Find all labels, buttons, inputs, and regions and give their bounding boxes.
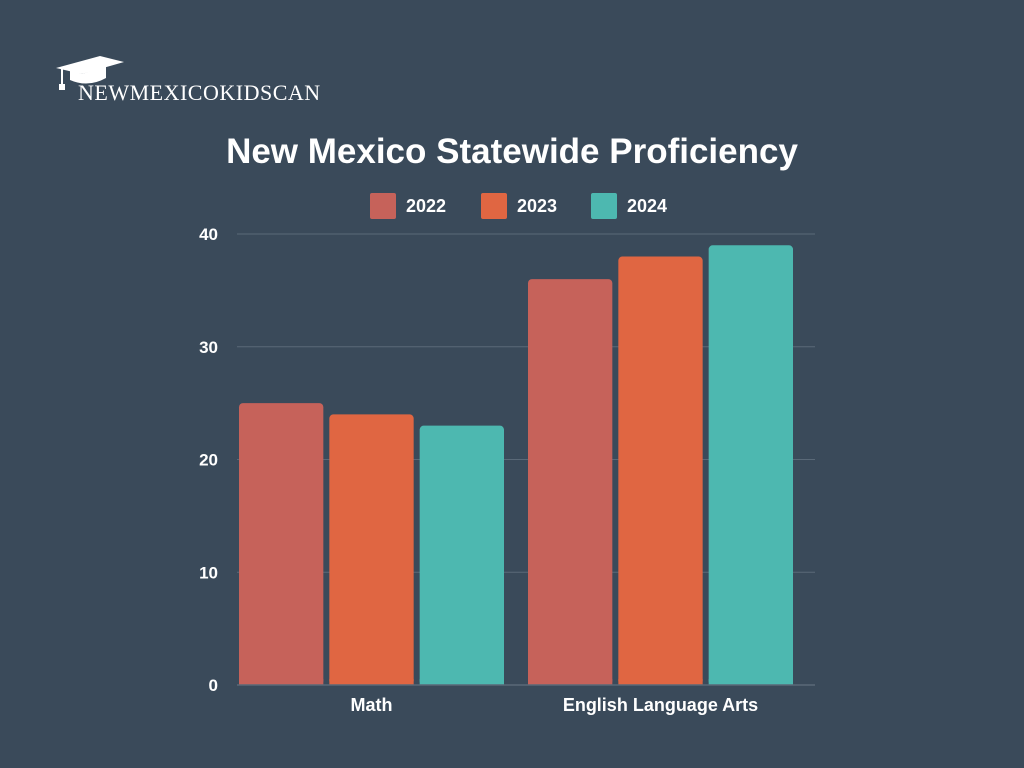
brand-wordmark: NEWMEXICOKIDSCAN bbox=[78, 80, 321, 105]
y-tick-label: 30 bbox=[199, 338, 218, 357]
y-tick-label: 0 bbox=[209, 676, 218, 695]
bar bbox=[329, 414, 414, 685]
legend-label: 2022 bbox=[406, 195, 447, 216]
legend-item: 2022 bbox=[370, 193, 447, 219]
legend-swatch bbox=[370, 193, 396, 219]
legend-swatch bbox=[591, 193, 617, 219]
bar-base bbox=[239, 679, 324, 685]
bar bbox=[239, 403, 324, 685]
bar bbox=[708, 245, 793, 685]
y-tick-label: 10 bbox=[199, 563, 218, 582]
bar-base bbox=[618, 679, 703, 685]
graduation-cap-icon bbox=[56, 56, 124, 90]
legend-item: 2023 bbox=[481, 193, 558, 219]
brand-logo: NEWMEXICOKIDSCAN bbox=[52, 52, 352, 108]
x-category-label: Math bbox=[351, 695, 393, 715]
y-tick-label: 40 bbox=[199, 225, 218, 244]
legend-label: 2023 bbox=[517, 195, 558, 216]
x-category-label: English Language Arts bbox=[563, 695, 758, 715]
chart-legend: 2022 2023 2024 bbox=[0, 193, 1024, 219]
bar-base bbox=[329, 679, 414, 685]
bar-base bbox=[528, 679, 613, 685]
y-tick-label: 20 bbox=[199, 451, 218, 470]
legend-label: 2024 bbox=[627, 195, 668, 216]
bar-base bbox=[708, 679, 793, 685]
legend-item: 2024 bbox=[591, 193, 668, 219]
bar bbox=[528, 279, 613, 685]
legend-swatch bbox=[481, 193, 507, 219]
bar-base bbox=[419, 679, 504, 685]
chart-title: New Mexico Statewide Proficiency bbox=[226, 132, 798, 171]
bar bbox=[419, 425, 504, 685]
bar bbox=[618, 256, 703, 685]
